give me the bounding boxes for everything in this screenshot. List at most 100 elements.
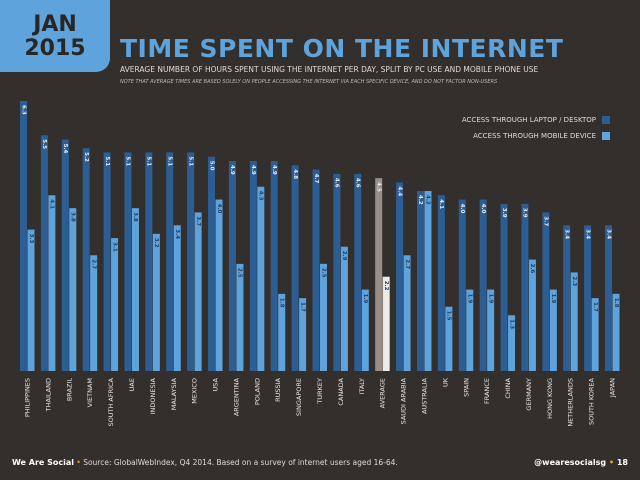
bar-desktop — [82, 148, 90, 371]
tick-label: GERMANY — [525, 378, 533, 411]
bar-mobile — [299, 298, 307, 371]
data-label: 1.8 — [278, 298, 284, 308]
data-label: 5.1 — [125, 156, 131, 166]
data-label: 4.0 — [216, 204, 222, 214]
bar-desktop — [354, 173, 362, 371]
data-label: 1.9 — [467, 294, 473, 304]
tick-label: FRANCE — [483, 378, 491, 404]
bar-mobile — [487, 289, 495, 371]
tick-label: SPAIN — [462, 378, 470, 397]
data-label: 4.1 — [438, 199, 444, 209]
data-label: 2.5 — [237, 268, 243, 278]
footer: We Are Social • Source: GlobalWebIndex, … — [12, 458, 398, 467]
data-label: 4.2 — [417, 195, 423, 205]
data-label: 5.2 — [83, 152, 89, 162]
page-title: TIME SPENT ON THE INTERNET — [120, 34, 564, 63]
data-label: 3.4 — [584, 229, 590, 239]
bar-desktop — [542, 212, 550, 371]
tick-label: AUSTRALIA — [420, 377, 428, 414]
bar-mobile — [528, 259, 536, 371]
data-label: 3.4 — [605, 229, 611, 239]
bar-desktop — [166, 152, 174, 371]
bar-mobile — [236, 263, 244, 371]
page-number: 18 — [616, 458, 628, 467]
tick-label: AVERAGE — [379, 378, 387, 408]
data-label: 4.0 — [480, 204, 486, 214]
data-label: 3.2 — [153, 238, 159, 248]
bar-desktop — [396, 182, 404, 371]
date-box: JAN 2015 — [0, 0, 110, 72]
bar-mobile — [152, 233, 160, 371]
tick-label: NETHERLANDS — [567, 378, 575, 427]
bar-desktop — [103, 152, 111, 371]
tick-label: SAUDI ARABIA — [400, 377, 408, 424]
bar-desktop — [187, 152, 195, 371]
data-label: 2.3 — [571, 276, 577, 286]
data-label: 3.9 — [501, 208, 507, 218]
tick-label: RUSSIA — [274, 377, 282, 401]
bar-desktop — [437, 195, 445, 371]
bar-desktop — [145, 152, 153, 371]
bar-mobile — [382, 276, 390, 371]
bar-mobile — [194, 212, 202, 371]
data-label: 3.1 — [111, 242, 117, 252]
data-label: 3.8 — [70, 212, 76, 222]
legend-swatch — [602, 116, 610, 124]
data-label: 2.7 — [90, 259, 96, 269]
bar-mobile — [27, 229, 35, 371]
data-label: 2.2 — [383, 281, 389, 291]
bar-mobile — [445, 306, 453, 371]
data-label: 4.9 — [229, 165, 235, 175]
data-label: 4.0 — [459, 204, 465, 214]
bar-desktop — [479, 199, 487, 371]
data-label: 4.1 — [49, 199, 55, 209]
tick-label: UK — [441, 377, 449, 387]
data-label: 5.1 — [187, 156, 193, 166]
bar-mobile — [215, 199, 223, 371]
data-label: 4.6 — [355, 178, 361, 188]
data-label: 5.5 — [41, 139, 47, 149]
date-year: 2015 — [24, 36, 86, 61]
data-label: 4.9 — [250, 165, 256, 175]
bar-desktop — [61, 139, 69, 371]
bar-mobile — [90, 255, 98, 371]
tick-label: UAE — [128, 378, 136, 391]
bar-desktop — [375, 178, 383, 371]
data-label: 1.9 — [550, 294, 556, 304]
tick-label: ITALY — [358, 378, 366, 395]
bar-desktop — [584, 225, 592, 371]
bar-mobile — [320, 263, 327, 371]
bar-mobile — [69, 208, 77, 371]
bar-mobile — [361, 289, 369, 371]
bar-desktop — [208, 156, 216, 371]
bar-mobile — [570, 272, 578, 371]
legend-item-mobile: ACCESS THROUGH MOBILE DEVICE — [462, 128, 610, 144]
tick-label: MALAYSIA — [170, 377, 178, 410]
bar-desktop — [124, 152, 132, 371]
data-label: 5.1 — [146, 156, 152, 166]
bar-mobile — [508, 315, 516, 371]
subtitle: AVERAGE NUMBER OF HOURS SPENT USING THE … — [120, 65, 539, 74]
tick-label: HONG KONG — [546, 378, 554, 419]
bar-mobile — [591, 298, 599, 371]
bar-desktop — [312, 169, 320, 371]
bar-mobile — [424, 191, 432, 371]
legend-swatch — [602, 132, 610, 140]
bar-desktop — [458, 199, 466, 371]
bar-mobile — [131, 208, 139, 371]
tick-label: SINGAPORE — [295, 378, 303, 416]
data-label: 1.7 — [592, 302, 598, 312]
data-label: 3.4 — [563, 229, 569, 239]
data-label: 5.4 — [62, 144, 68, 154]
data-label: 6.3 — [20, 105, 26, 115]
bar-mobile — [403, 255, 411, 371]
tick-label: THAILAND — [44, 378, 52, 412]
bar-mobile — [257, 186, 265, 371]
bar-desktop — [228, 161, 236, 371]
bar-desktop — [563, 225, 571, 371]
bar-mobile — [466, 289, 474, 371]
tick-label: INDONESIA — [149, 377, 157, 414]
data-label: 3.7 — [543, 216, 549, 226]
data-label: 3.7 — [195, 216, 201, 226]
